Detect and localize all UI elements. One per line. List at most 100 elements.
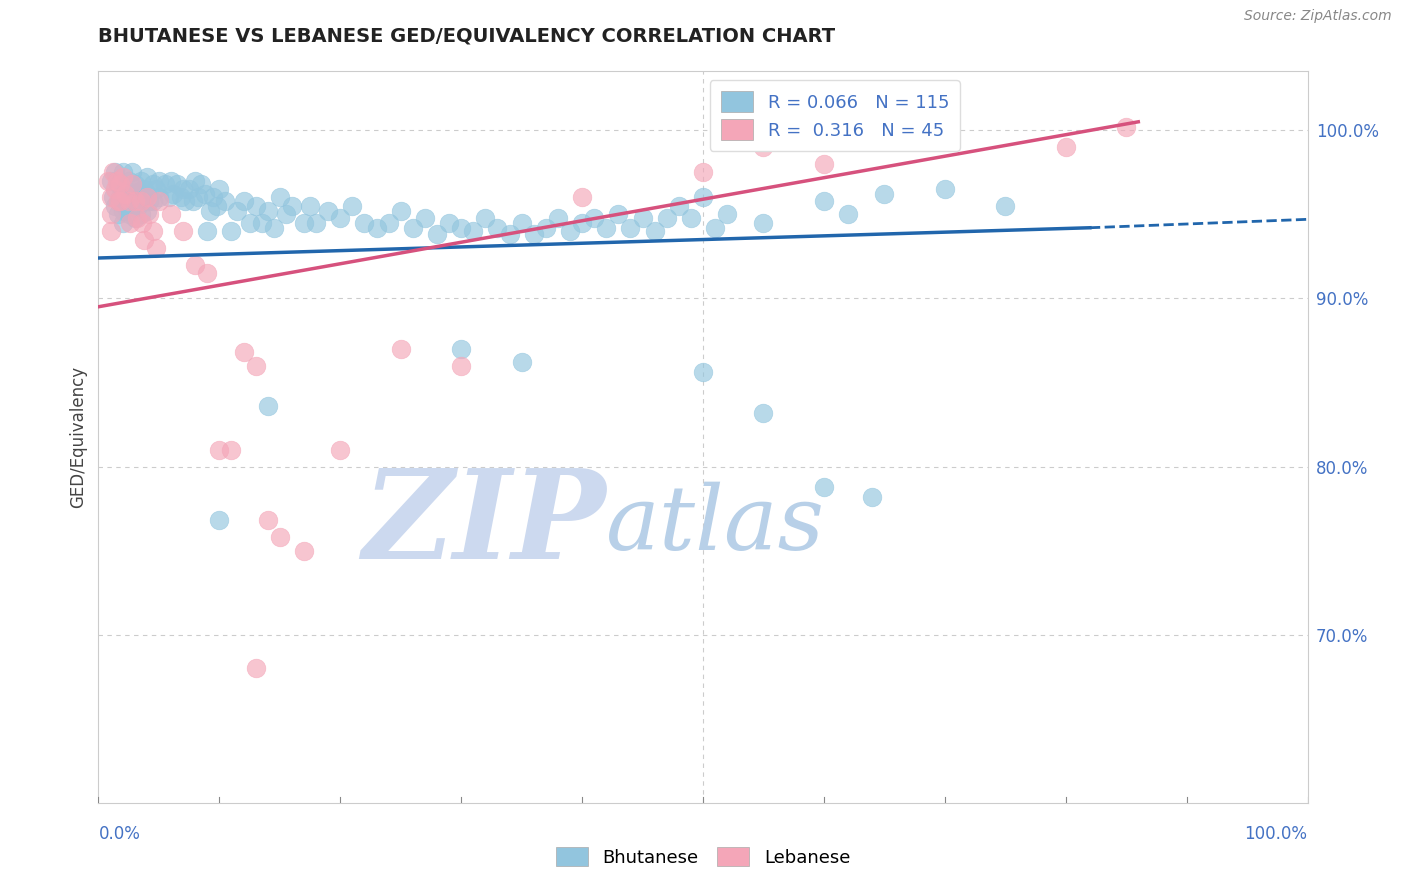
Point [239, 216, 262, 230]
Point [108, 190, 131, 204]
Point [124, 177, 146, 191]
Point [148, 194, 170, 208]
Point [118, 216, 141, 230]
Point [752, 406, 775, 420]
Point [316, 203, 339, 218]
Point [111, 165, 134, 179]
Point [619, 220, 641, 235]
Point [135, 187, 157, 202]
Point [342, 199, 364, 213]
Point [101, 190, 124, 204]
Point [187, 190, 209, 204]
Point [205, 199, 228, 213]
Point [245, 199, 267, 213]
Point [127, 211, 149, 225]
Point [305, 216, 328, 230]
Point [752, 140, 775, 154]
Point [124, 194, 146, 208]
Point [101, 165, 124, 179]
Point [256, 203, 278, 218]
Point [160, 207, 183, 221]
Point [208, 442, 231, 457]
Point [107, 207, 129, 221]
Text: Source: ZipAtlas.com: Source: ZipAtlas.com [1244, 9, 1392, 23]
Point [97, 174, 120, 188]
Point [134, 182, 156, 196]
Point [274, 207, 297, 221]
Text: atlas: atlas [606, 482, 825, 568]
Point [873, 187, 896, 202]
Point [190, 177, 212, 191]
Point [129, 174, 152, 188]
Point [281, 199, 304, 213]
Point [129, 194, 152, 208]
Point [124, 211, 146, 225]
Point [105, 174, 128, 188]
Point [463, 224, 485, 238]
Point [644, 224, 666, 238]
Point [329, 442, 352, 457]
Point [157, 190, 180, 204]
Text: 100.0%: 100.0% [1244, 825, 1308, 843]
Y-axis label: GED/Equivalency: GED/Equivalency [69, 366, 87, 508]
Point [377, 216, 399, 230]
Point [184, 258, 207, 272]
Point [111, 190, 134, 204]
Point [107, 177, 129, 191]
Point [111, 170, 134, 185]
Point [813, 157, 835, 171]
Point [107, 194, 129, 208]
Point [114, 182, 136, 196]
Point [142, 177, 165, 191]
Point [138, 194, 160, 208]
Point [221, 224, 243, 238]
Point [104, 165, 127, 179]
Point [127, 186, 149, 200]
Point [208, 513, 231, 527]
Point [389, 342, 412, 356]
Point [194, 187, 217, 202]
Point [486, 220, 509, 235]
Point [172, 224, 194, 238]
Point [668, 199, 690, 213]
Point [353, 216, 375, 230]
Point [595, 220, 617, 235]
Point [583, 211, 606, 225]
Point [111, 203, 134, 218]
Point [860, 490, 883, 504]
Point [813, 194, 835, 208]
Point [692, 190, 714, 204]
Point [426, 227, 449, 242]
Point [256, 513, 278, 527]
Point [121, 190, 143, 204]
Point [100, 207, 122, 221]
Point [547, 211, 569, 225]
Point [366, 220, 388, 235]
Point [127, 199, 149, 213]
Point [292, 543, 315, 558]
Point [607, 207, 630, 221]
Point [402, 220, 425, 235]
Point [166, 177, 188, 191]
Point [172, 182, 194, 196]
Point [704, 220, 727, 235]
Point [571, 190, 593, 204]
Point [129, 207, 152, 221]
Point [245, 359, 267, 373]
Point [153, 177, 176, 191]
Point [214, 194, 236, 208]
Point [329, 211, 352, 225]
Point [221, 442, 243, 457]
Point [114, 187, 136, 202]
Point [299, 199, 322, 213]
Text: ZIP: ZIP [363, 464, 606, 586]
Point [510, 355, 533, 369]
Point [450, 342, 472, 356]
Point [111, 216, 134, 230]
Legend: R = 0.066   N = 115, R =  0.316   N = 45: R = 0.066 N = 115, R = 0.316 N = 45 [710, 80, 960, 151]
Point [121, 177, 143, 191]
Point [692, 165, 714, 179]
Point [245, 661, 267, 675]
Point [135, 170, 157, 185]
Point [256, 399, 278, 413]
